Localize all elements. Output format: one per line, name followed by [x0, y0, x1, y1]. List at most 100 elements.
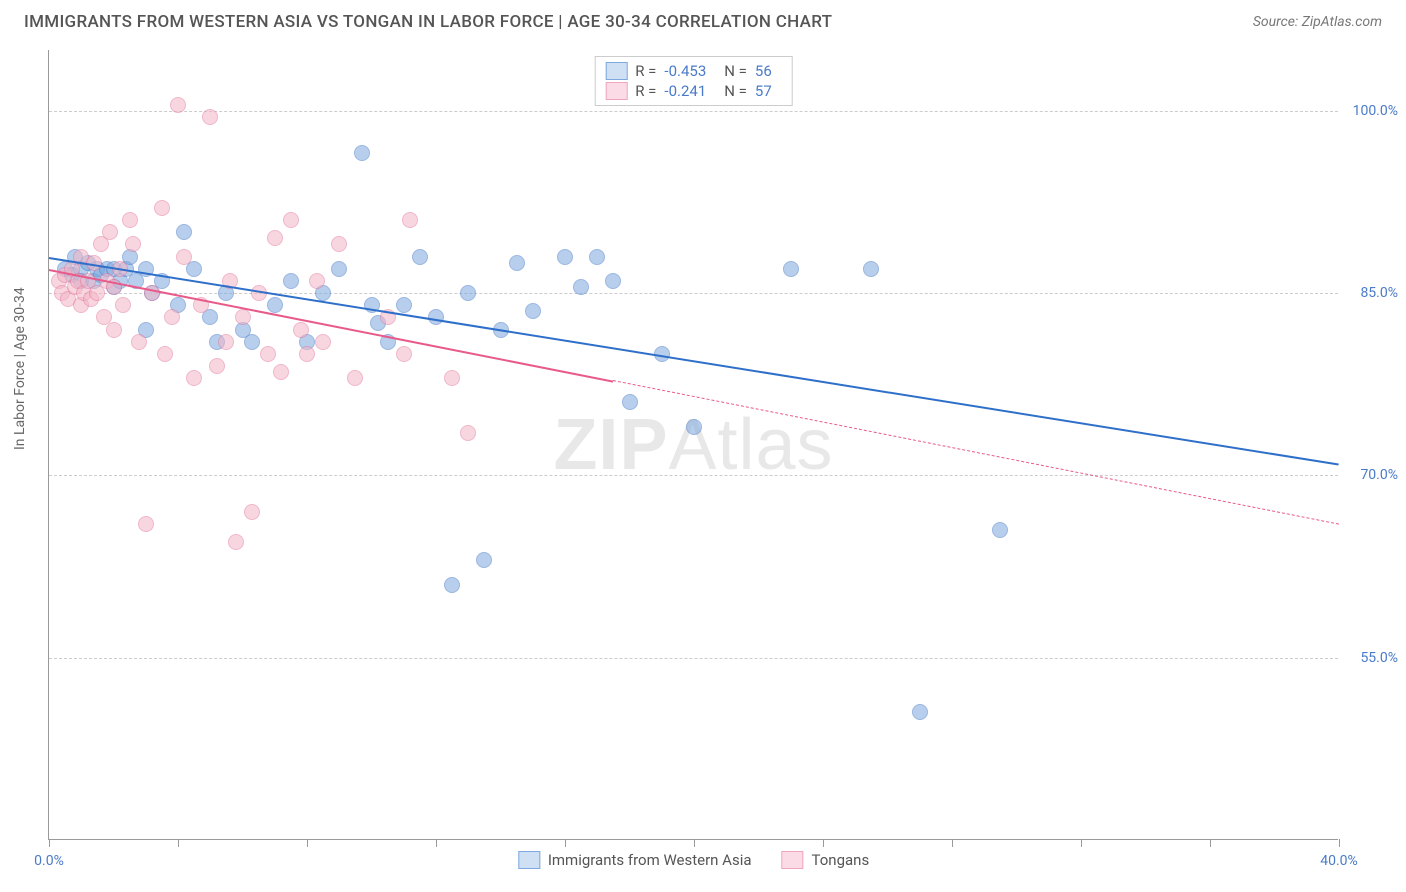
- data-point: [228, 534, 244, 550]
- legend-row: R = -0.241 N = 57: [605, 81, 782, 101]
- data-point: [444, 370, 460, 386]
- x-tick: [952, 839, 953, 847]
- data-point: [396, 297, 412, 313]
- x-tick: [565, 839, 566, 847]
- legend-n-label: N =: [724, 62, 747, 80]
- x-tick: [49, 839, 50, 847]
- data-point: [202, 109, 218, 125]
- data-point: [106, 322, 122, 338]
- legend-label: Tongans: [812, 851, 870, 869]
- x-tick: [823, 839, 824, 847]
- data-point: [244, 334, 260, 350]
- data-point: [260, 346, 276, 362]
- legend-r-value: -0.453: [664, 62, 706, 80]
- data-point: [557, 249, 573, 265]
- chart-title: IMMIGRANTS FROM WESTERN ASIA VS TONGAN I…: [24, 12, 832, 32]
- data-point: [396, 346, 412, 362]
- data-point: [912, 704, 928, 720]
- x-tick-label: 0.0%: [34, 853, 64, 869]
- chart-header: IMMIGRANTS FROM WESTERN ASIA VS TONGAN I…: [0, 0, 1406, 40]
- data-point: [863, 261, 879, 277]
- data-point: [164, 309, 180, 325]
- data-point: [267, 230, 283, 246]
- y-tick-label: 70.0%: [1360, 467, 1398, 483]
- data-point: [186, 370, 202, 386]
- legend-label: Immigrants from Western Asia: [548, 851, 752, 869]
- data-point: [299, 346, 315, 362]
- legend-swatch: [605, 62, 627, 80]
- data-point: [460, 425, 476, 441]
- data-point: [244, 504, 260, 520]
- data-point: [176, 224, 192, 240]
- x-tick: [694, 839, 695, 847]
- trend-line: [49, 269, 614, 383]
- data-point: [209, 358, 225, 374]
- data-point: [686, 419, 702, 435]
- legend-correlation: R = -0.453 N = 56 R = -0.241 N = 57: [594, 56, 793, 106]
- data-point: [115, 297, 131, 313]
- gridline-h: [49, 658, 1338, 659]
- data-point: [125, 236, 141, 252]
- legend-n-value: 57: [755, 82, 772, 100]
- data-point: [315, 334, 331, 350]
- data-point: [476, 552, 492, 568]
- data-point: [273, 364, 289, 380]
- trend-line-dashed: [613, 380, 1339, 525]
- gridline-h: [49, 293, 1338, 294]
- data-point: [293, 322, 309, 338]
- legend-swatch: [518, 851, 540, 869]
- data-point: [354, 145, 370, 161]
- legend-n-value: 56: [755, 62, 772, 80]
- data-point: [460, 285, 476, 301]
- legend-r-label: R =: [635, 82, 656, 100]
- data-point: [589, 249, 605, 265]
- data-point: [573, 279, 589, 295]
- x-tick: [307, 839, 308, 847]
- data-point: [509, 255, 525, 271]
- x-tick: [1081, 839, 1082, 847]
- data-point: [102, 224, 118, 240]
- data-point: [138, 516, 154, 532]
- x-tick: [178, 839, 179, 847]
- data-point: [131, 334, 147, 350]
- data-point: [412, 249, 428, 265]
- legend-row: R = -0.453 N = 56: [605, 61, 782, 81]
- data-point: [402, 212, 418, 228]
- data-point: [783, 261, 799, 277]
- legend-item: Tongans: [782, 851, 870, 869]
- legend-swatch: [782, 851, 804, 869]
- data-point: [444, 577, 460, 593]
- data-point: [283, 273, 299, 289]
- data-point: [525, 303, 541, 319]
- legend-item: Immigrants from Western Asia: [518, 851, 752, 869]
- data-point: [218, 334, 234, 350]
- gridline-h: [49, 475, 1338, 476]
- data-point: [235, 309, 251, 325]
- y-axis-label: In Labor Force | Age 30-34: [12, 287, 28, 450]
- data-point: [176, 249, 192, 265]
- legend-r-value: -0.241: [664, 82, 706, 100]
- y-tick-label: 85.0%: [1360, 285, 1398, 301]
- x-tick-label: 40.0%: [1320, 853, 1358, 869]
- y-tick-label: 100.0%: [1353, 103, 1398, 119]
- data-point: [283, 212, 299, 228]
- y-tick-label: 55.0%: [1360, 650, 1398, 666]
- scatter-chart: ZIPAtlas 55.0%70.0%85.0%100.0%0.0%40.0%R…: [48, 50, 1338, 840]
- x-tick: [1210, 839, 1211, 847]
- legend-series: Immigrants from Western Asia Tongans: [518, 851, 869, 869]
- data-point: [309, 273, 325, 289]
- data-point: [605, 273, 621, 289]
- data-point: [122, 212, 138, 228]
- data-point: [157, 346, 173, 362]
- data-point: [154, 200, 170, 216]
- legend-n-label: N =: [724, 82, 747, 100]
- data-point: [992, 522, 1008, 538]
- data-point: [267, 297, 283, 313]
- data-point: [622, 394, 638, 410]
- source-attribution: Source: ZipAtlas.com: [1253, 14, 1382, 30]
- x-tick: [436, 839, 437, 847]
- x-tick: [1339, 839, 1340, 847]
- legend-r-label: R =: [635, 62, 656, 80]
- gridline-h: [49, 111, 1338, 112]
- data-point: [331, 261, 347, 277]
